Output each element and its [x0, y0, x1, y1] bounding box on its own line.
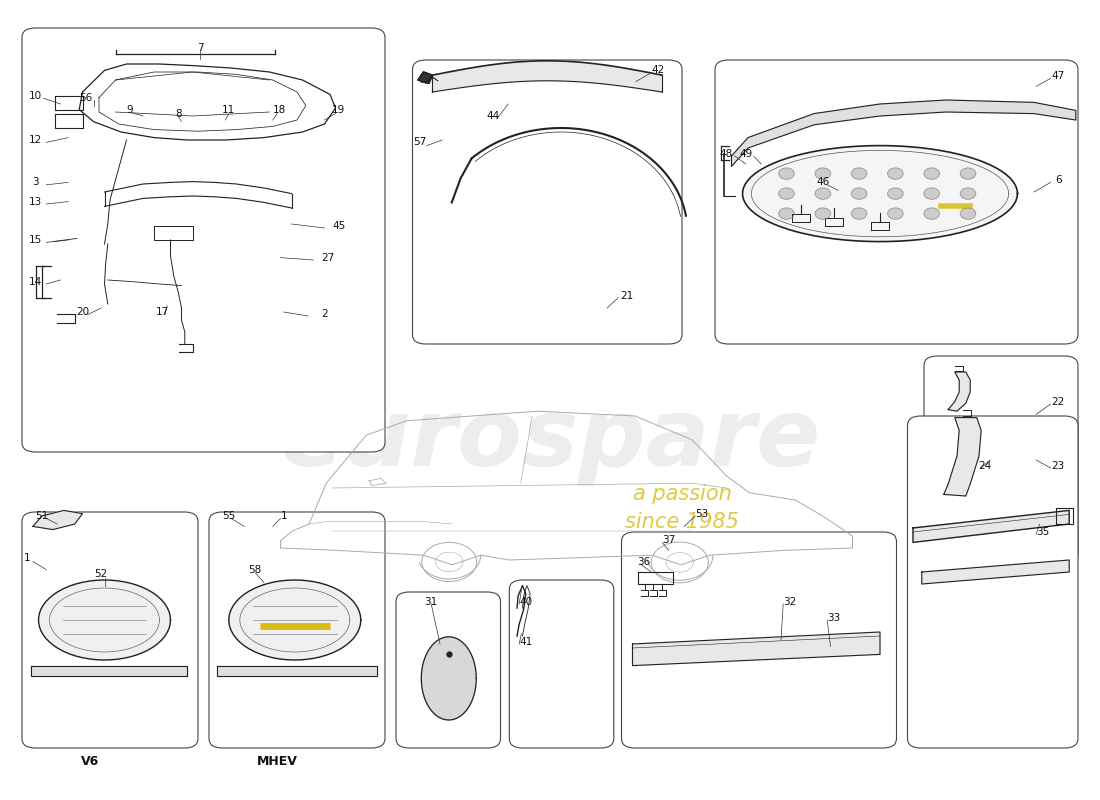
Text: 47: 47 — [1052, 71, 1065, 81]
Polygon shape — [732, 100, 1076, 166]
Circle shape — [960, 168, 976, 179]
Text: eurospare: eurospare — [279, 394, 821, 486]
FancyBboxPatch shape — [908, 416, 1078, 748]
Text: 21: 21 — [620, 291, 634, 301]
Text: 42: 42 — [651, 66, 664, 75]
Circle shape — [888, 208, 903, 219]
Text: 12: 12 — [29, 135, 42, 145]
Text: 46: 46 — [816, 178, 829, 187]
Text: 53: 53 — [695, 509, 708, 518]
Text: 24: 24 — [978, 461, 991, 470]
Text: 27: 27 — [321, 253, 334, 262]
Text: 40: 40 — [519, 597, 532, 606]
Text: 36: 36 — [637, 557, 650, 566]
Text: 31: 31 — [425, 597, 438, 606]
Circle shape — [888, 188, 903, 199]
Circle shape — [815, 208, 830, 219]
Polygon shape — [39, 580, 170, 660]
Text: 17: 17 — [156, 307, 169, 317]
Circle shape — [960, 188, 976, 199]
Polygon shape — [948, 372, 970, 411]
Polygon shape — [217, 666, 377, 676]
Circle shape — [960, 208, 976, 219]
Polygon shape — [432, 61, 662, 92]
Text: 3: 3 — [32, 178, 39, 187]
Text: 35: 35 — [1036, 527, 1049, 537]
FancyBboxPatch shape — [621, 532, 896, 748]
Text: 8: 8 — [175, 109, 182, 118]
Text: 32: 32 — [783, 597, 796, 606]
Polygon shape — [418, 72, 432, 83]
Text: a passion
since 1985: a passion since 1985 — [625, 484, 739, 532]
Circle shape — [779, 208, 794, 219]
Text: 14: 14 — [29, 277, 42, 286]
Text: 48: 48 — [719, 149, 733, 158]
Text: 13: 13 — [29, 197, 42, 206]
Text: MHEV: MHEV — [256, 755, 298, 768]
Circle shape — [924, 168, 939, 179]
FancyBboxPatch shape — [22, 512, 198, 748]
Text: 1: 1 — [24, 554, 31, 563]
Text: 11: 11 — [222, 106, 235, 115]
FancyBboxPatch shape — [924, 356, 1078, 564]
Circle shape — [779, 168, 794, 179]
Text: V6: V6 — [81, 755, 99, 768]
Text: 9: 9 — [126, 106, 133, 115]
Polygon shape — [31, 666, 187, 676]
Circle shape — [779, 188, 794, 199]
Text: 7: 7 — [197, 43, 204, 53]
FancyBboxPatch shape — [209, 512, 385, 748]
Polygon shape — [632, 632, 880, 666]
Circle shape — [851, 208, 867, 219]
Circle shape — [924, 208, 939, 219]
Polygon shape — [421, 637, 476, 720]
Text: 55: 55 — [222, 511, 235, 521]
FancyBboxPatch shape — [396, 592, 500, 748]
Circle shape — [851, 168, 867, 179]
Text: 51: 51 — [35, 511, 48, 521]
Text: 20: 20 — [76, 307, 89, 317]
Polygon shape — [33, 510, 82, 530]
Polygon shape — [229, 580, 361, 660]
FancyBboxPatch shape — [715, 60, 1078, 344]
FancyBboxPatch shape — [22, 28, 385, 452]
Text: 22: 22 — [1052, 397, 1065, 406]
Circle shape — [815, 188, 830, 199]
FancyBboxPatch shape — [509, 580, 614, 748]
FancyBboxPatch shape — [412, 60, 682, 344]
Text: 56: 56 — [79, 93, 92, 102]
Text: 49: 49 — [739, 149, 752, 158]
Text: 33: 33 — [827, 613, 840, 622]
Text: 10: 10 — [29, 91, 42, 101]
Text: 57: 57 — [414, 138, 427, 147]
Text: 58: 58 — [249, 565, 262, 574]
Text: 6: 6 — [1055, 175, 1061, 185]
Text: 19: 19 — [332, 106, 345, 115]
Text: 52: 52 — [95, 570, 108, 579]
Text: 41: 41 — [519, 637, 532, 646]
Polygon shape — [944, 418, 981, 496]
Text: 15: 15 — [29, 235, 42, 245]
Polygon shape — [742, 146, 1018, 242]
Circle shape — [851, 188, 867, 199]
Circle shape — [924, 188, 939, 199]
Polygon shape — [913, 510, 1069, 542]
Text: 44: 44 — [486, 111, 499, 121]
Circle shape — [888, 168, 903, 179]
Text: 1: 1 — [280, 511, 287, 521]
Circle shape — [815, 168, 830, 179]
Text: 18: 18 — [273, 106, 286, 115]
Text: 45: 45 — [332, 221, 345, 230]
Text: 23: 23 — [1052, 461, 1065, 470]
Polygon shape — [922, 560, 1069, 584]
Text: 37: 37 — [662, 535, 675, 545]
Text: 2: 2 — [321, 309, 328, 318]
